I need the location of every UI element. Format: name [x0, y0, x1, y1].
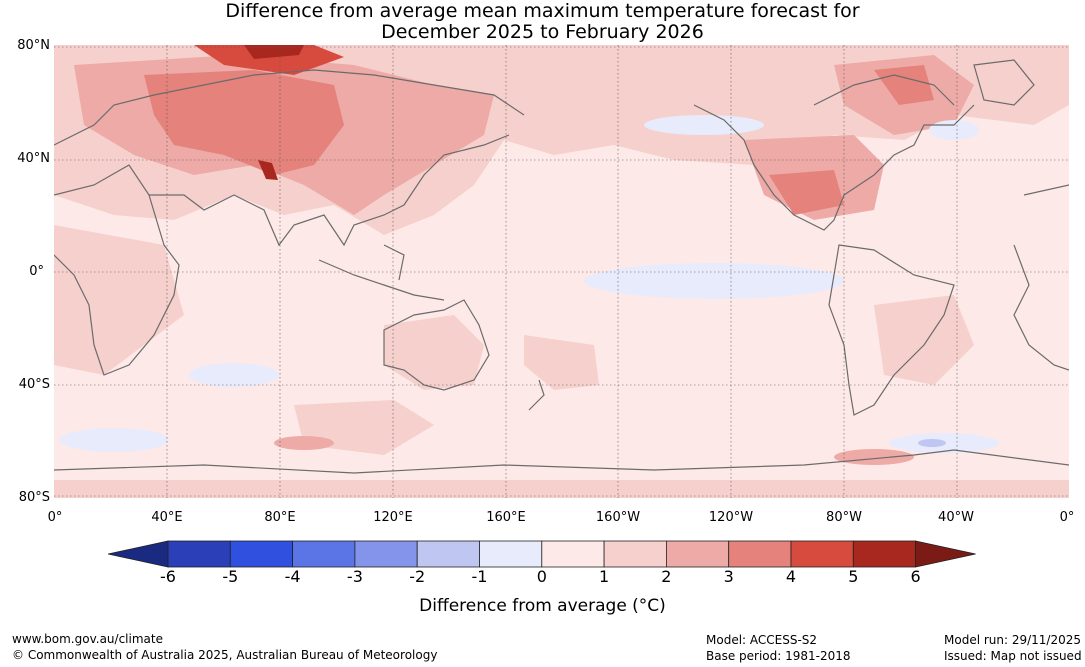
lon-label-80w: 80°W	[826, 510, 862, 525]
colorbar-tick-label: 4	[785, 567, 797, 586]
lat-label-80n: 80°N	[17, 38, 50, 53]
colorbar-label: Difference from average (°C)	[419, 596, 666, 616]
lon-label-0-right: 0°	[1059, 510, 1075, 525]
lon-label-120e: 120°E	[373, 510, 413, 525]
colorbar-tick-label: 3	[723, 567, 734, 586]
lat-label-80s: 80°S	[18, 490, 50, 505]
lon-label-40e: 40°E	[151, 510, 183, 525]
footer-base-period: Base period: 1981-2018	[706, 649, 851, 663]
footer-issued: Issued: Map not issued	[944, 649, 1082, 663]
map-title-line-1: Difference from average mean maximum tem…	[225, 0, 860, 22]
lon-label-120w: 120°W	[708, 510, 754, 525]
anomaly-field	[54, 45, 1069, 498]
lon-label-160w: 160°W	[595, 510, 641, 525]
colorbar-segment	[167, 540, 231, 568]
colorbar-segment	[479, 540, 543, 568]
map-title-line-2: December 2025 to February 2026	[381, 21, 704, 43]
lat-label-40n: 40°N	[17, 151, 50, 166]
colorbar-segment	[354, 540, 418, 568]
lat-label-40s: 40°S	[18, 377, 50, 392]
footer-model-run: Model run: 29/11/2025	[944, 633, 1082, 647]
footer-url[interactable]: www.bom.gov.au/climate	[12, 632, 163, 646]
footer-model: Model: ACCESS-S2	[706, 633, 818, 647]
colorbar-segment	[603, 540, 667, 568]
lon-label-160e: 160°E	[486, 510, 526, 525]
colorbar-segment	[790, 540, 854, 568]
temperature-anomaly-map	[54, 45, 1069, 498]
colorbar-segment	[541, 540, 605, 568]
colorbar-tick-label: -1	[471, 567, 488, 586]
lon-label-0-left: 0°	[47, 510, 63, 525]
colorbar-tick-label: -3	[346, 567, 363, 586]
colorbar-segment	[852, 540, 916, 568]
colorbar-tick-label: 1	[599, 567, 610, 586]
colorbar-segment	[666, 540, 730, 568]
lat-label-equator: 0°	[29, 264, 44, 279]
colorbar-segment	[728, 540, 792, 568]
colorbar-arrow-high	[915, 540, 976, 568]
colorbar-tick-label: -6	[160, 567, 176, 586]
colorbar-tick-label: 6	[910, 567, 921, 586]
colorbar-segment	[292, 540, 356, 568]
colorbar-tick-label: 0	[536, 567, 547, 586]
footer-copyright: © Commonwealth of Australia 2025, Austra…	[12, 648, 438, 662]
colorbar-tick-label: 2	[661, 567, 672, 586]
colorbar-tick-label: -2	[409, 567, 426, 586]
colorbar	[108, 540, 976, 568]
lon-label-40w: 40°W	[938, 510, 974, 525]
colorbar-segment	[229, 540, 294, 568]
colorbar-tick-label: -4	[284, 567, 301, 586]
colorbar-tick-label: 5	[848, 567, 859, 586]
colorbar-arrow-low	[108, 540, 169, 568]
colorbar-tick-label: -5	[222, 567, 239, 586]
colorbar-segment	[416, 540, 480, 568]
lon-label-80e: 80°E	[264, 510, 296, 525]
